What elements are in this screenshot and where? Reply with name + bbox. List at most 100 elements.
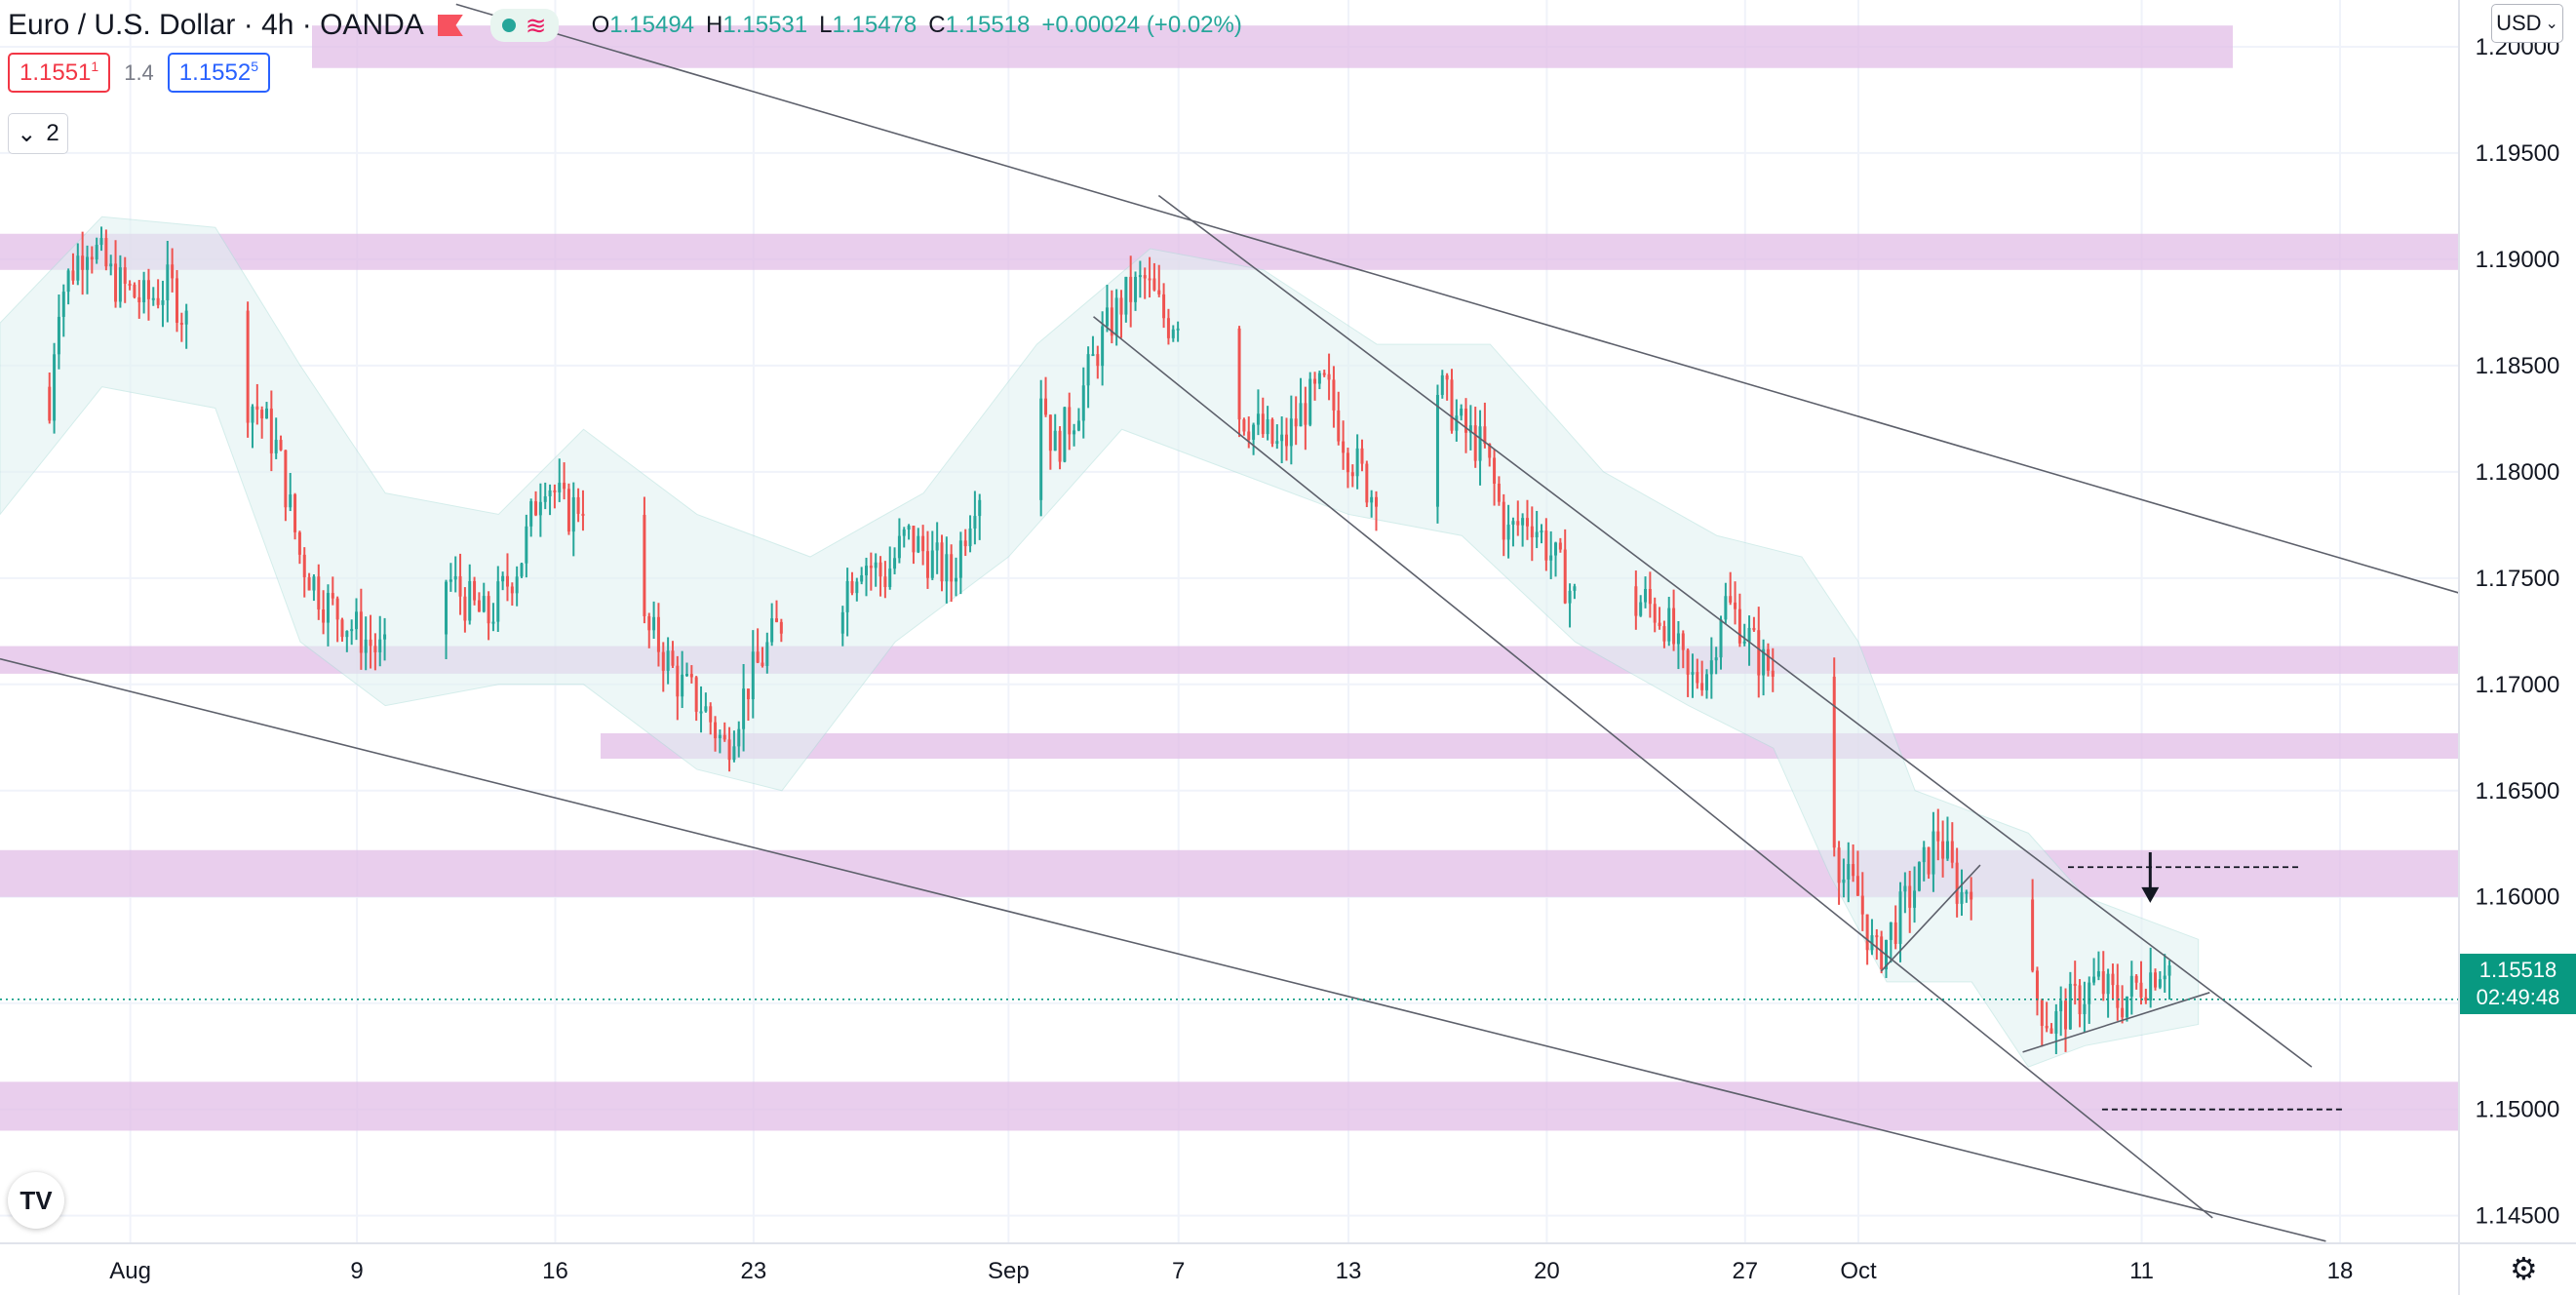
candle-body — [251, 406, 254, 423]
candle-body — [2106, 973, 2110, 995]
candle-body — [718, 734, 722, 739]
time-tick-label: 18 — [2327, 1258, 2354, 1284]
buy-price-button[interactable]: 1.15525 — [167, 53, 270, 93]
candle-body — [114, 263, 118, 302]
candle-body — [1450, 379, 1454, 431]
candle-body — [1138, 275, 1142, 278]
candle-body — [1747, 627, 1751, 642]
candle-body — [779, 621, 783, 634]
candle-body — [1110, 307, 1113, 336]
close-value: 1.15518 — [945, 12, 1031, 38]
candle-body — [1101, 326, 1105, 367]
candle-body — [907, 526, 911, 530]
bar-countdown: 02:49:48 — [2476, 985, 2560, 1009]
candle-body — [1932, 831, 1935, 875]
indicators-toggle[interactable]: ⌄ 2 — [8, 113, 68, 154]
candle-body — [445, 581, 449, 635]
gear-icon[interactable]: ⚙ — [2510, 1251, 2538, 1286]
candle-body — [756, 651, 760, 663]
market-status-pill[interactable]: ≋ — [489, 9, 559, 42]
candle-body — [477, 600, 481, 612]
candle-body — [1252, 424, 1256, 440]
zone-rect — [600, 732, 2459, 760]
candle-body — [2040, 1000, 2044, 1026]
flag-icon[interactable] — [437, 15, 463, 36]
candle-body — [581, 513, 585, 516]
tradingview-logo[interactable]: TV — [8, 1172, 64, 1229]
price-tick-label: 1.14500 — [2476, 1203, 2560, 1230]
candle-body — [921, 535, 925, 552]
candle-body — [1284, 434, 1288, 447]
candle-body — [322, 609, 326, 623]
candle-body — [312, 576, 316, 591]
chevron-down-icon: ⌄ — [17, 120, 37, 147]
candle-body — [1365, 463, 1369, 503]
candle-body — [146, 280, 150, 299]
candle-body — [1662, 626, 1666, 642]
candle-body — [345, 631, 349, 638]
candle-body — [699, 711, 703, 714]
trendline — [455, 3, 2460, 594]
candle-body — [1766, 648, 1770, 671]
candle-body — [179, 322, 183, 325]
low-label: L — [819, 12, 833, 38]
sell-price-button[interactable]: 1.15511 — [8, 53, 111, 93]
candle-body — [1148, 278, 1151, 281]
candle-body — [1440, 374, 1444, 395]
high-label: H — [706, 12, 723, 38]
trendline — [2022, 992, 2210, 1053]
candle-body — [681, 674, 684, 697]
candle-body — [340, 619, 344, 638]
ohlc-values: O1.15494 H1.15531 L1.15478 C1.15518 +0.0… — [592, 12, 1242, 39]
candle-body — [553, 490, 557, 492]
candle-body — [845, 580, 849, 612]
candle-body — [548, 490, 552, 496]
candle-body — [355, 611, 359, 630]
candle-body — [2068, 983, 2072, 1030]
time-tick-label: Aug — [109, 1258, 151, 1284]
candle-body — [1237, 328, 1241, 420]
currency-selector[interactable]: USD ⌄ — [2491, 4, 2563, 43]
candle-body — [2059, 1001, 2063, 1012]
candle-body — [902, 530, 906, 536]
candle-body — [1742, 641, 1746, 644]
candle-body — [2064, 1001, 2068, 1030]
candle-body — [1261, 413, 1265, 435]
candle-body — [652, 616, 656, 631]
candle-body — [860, 574, 864, 582]
candle-body — [331, 593, 334, 599]
candle-body — [1691, 672, 1695, 675]
candle-body — [1460, 408, 1464, 416]
bid-price: 1.1551 — [20, 59, 92, 86]
candle-body — [1762, 648, 1766, 676]
indicator-count: 2 — [46, 120, 59, 146]
candle-body — [53, 354, 57, 421]
candle-body — [1134, 276, 1138, 302]
candle-body — [1502, 501, 1505, 540]
candle-body — [963, 540, 967, 547]
candle-body — [1648, 589, 1652, 605]
trendline — [0, 657, 2326, 1242]
symbol-title[interactable]: Euro / U.S. Dollar · 4h · OANDA — [8, 9, 424, 41]
zone-rect — [0, 849, 2459, 897]
candle-body — [2073, 983, 2077, 986]
candle-body — [727, 739, 731, 761]
candle-body — [496, 581, 500, 622]
candle-body — [1860, 895, 1864, 915]
candle-body — [383, 634, 387, 640]
candle-body — [2045, 1025, 2049, 1029]
candle-body — [940, 542, 944, 582]
candle-body — [656, 616, 660, 652]
candle-body — [1549, 555, 1553, 561]
candle-body — [1908, 885, 1912, 908]
candle-body — [1464, 408, 1468, 433]
candle-body — [945, 554, 949, 582]
candle-body — [359, 611, 363, 653]
candle-body — [840, 611, 844, 634]
time-tick-label: 27 — [1732, 1258, 1758, 1284]
candle-body — [156, 297, 160, 305]
candle-body — [543, 495, 547, 502]
candle-body — [1568, 590, 1572, 604]
candle-body — [1842, 879, 1846, 883]
